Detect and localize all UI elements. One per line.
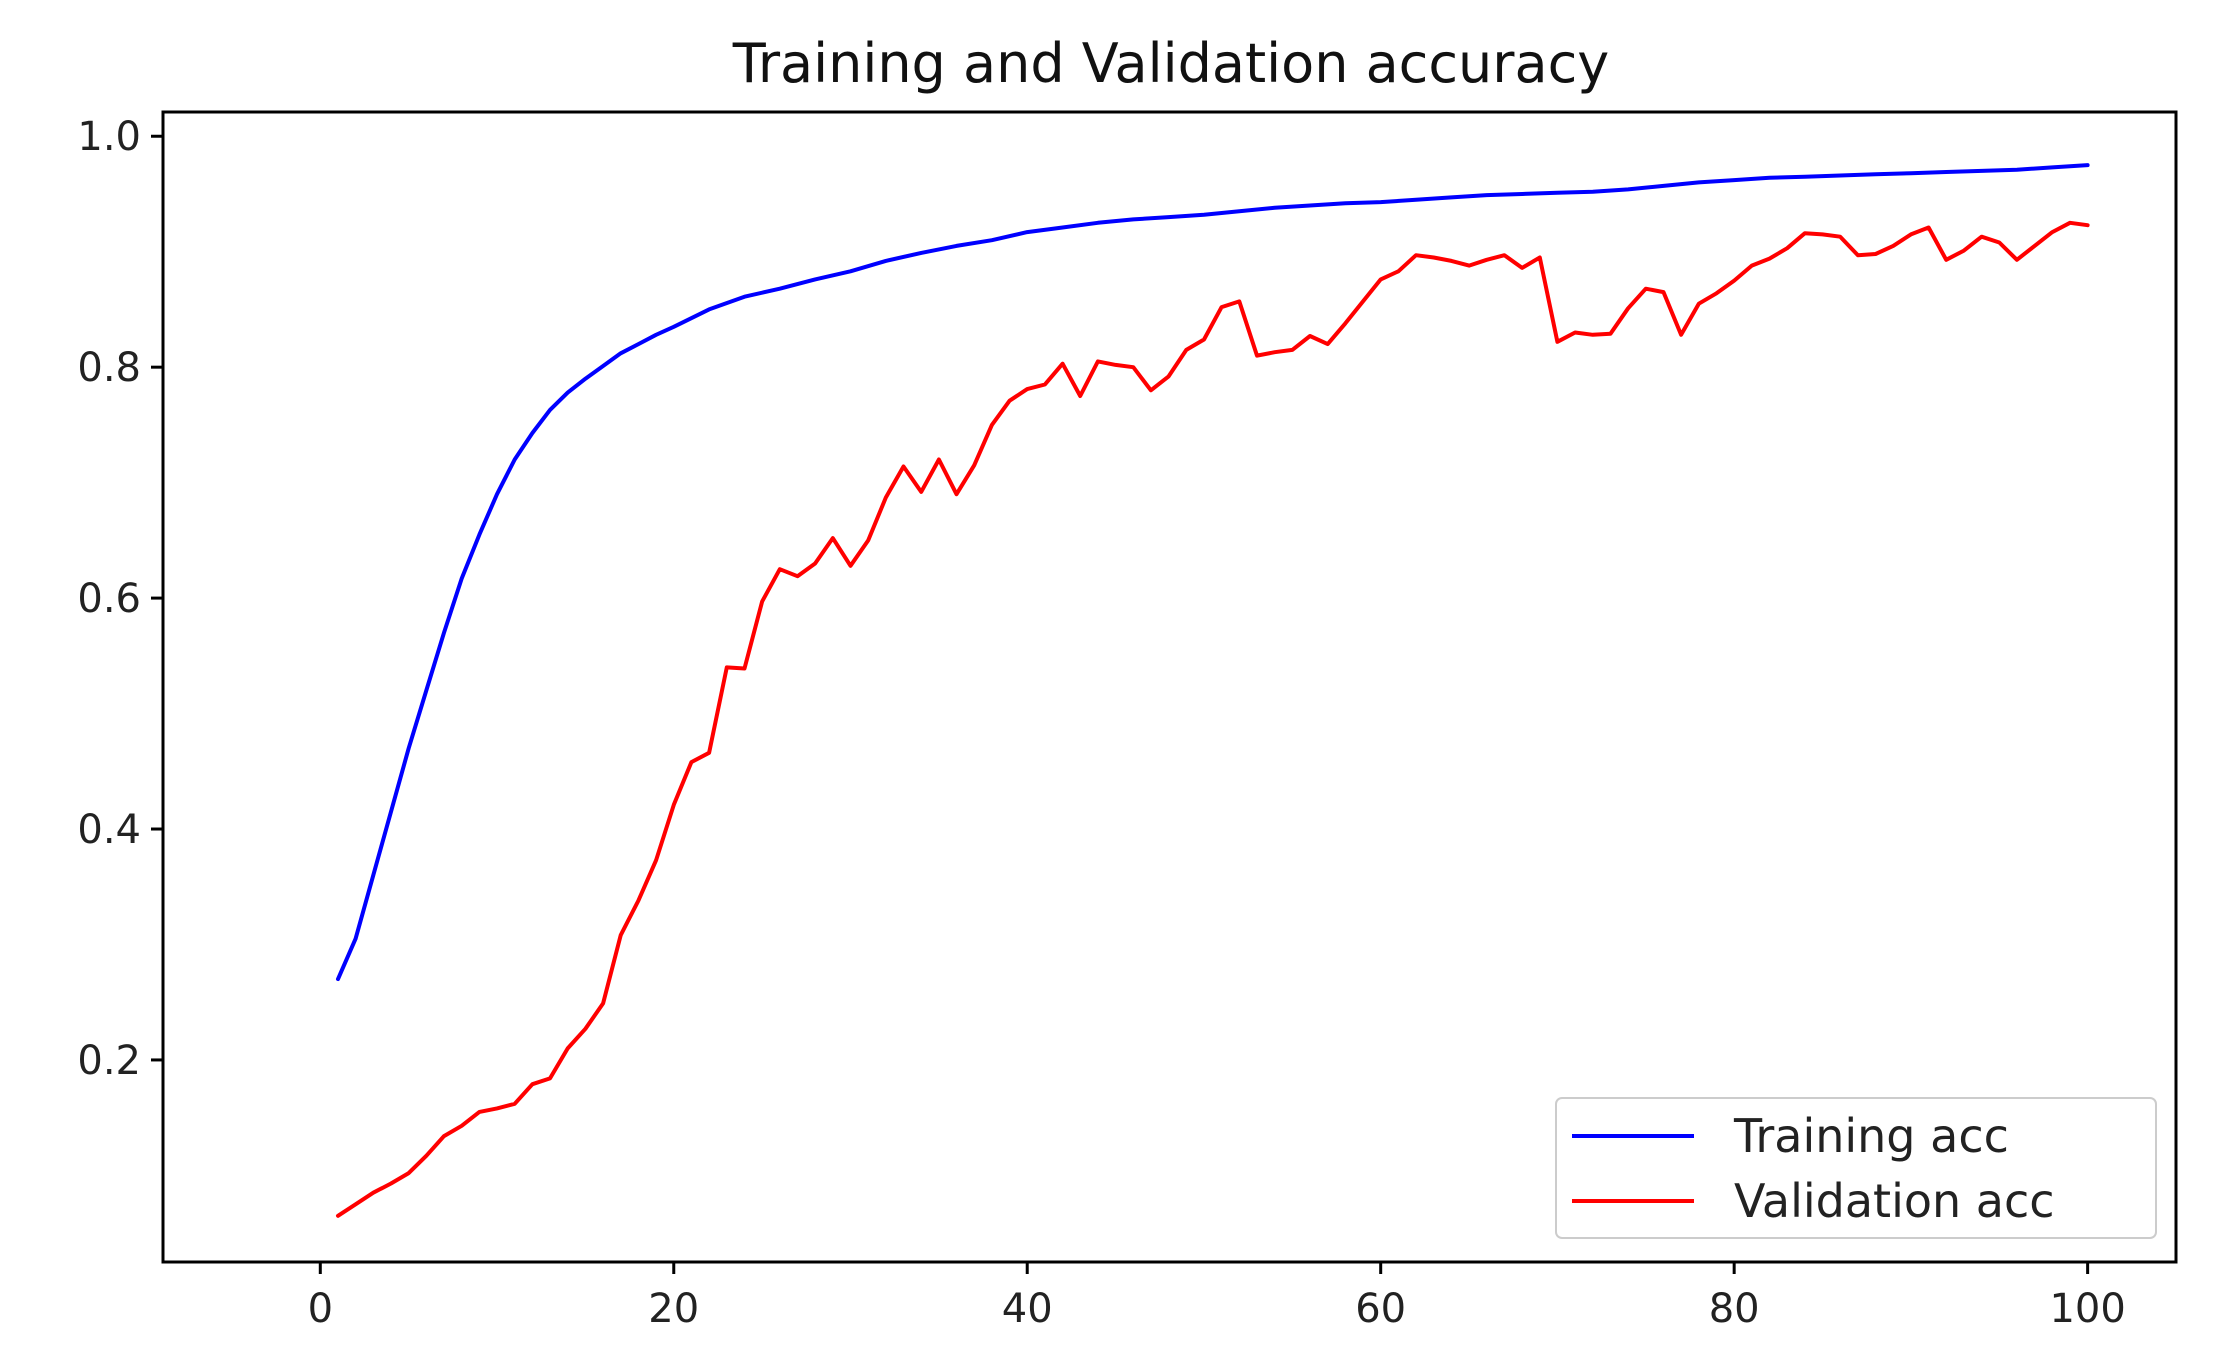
x-tick-label: 0 bbox=[308, 1286, 333, 1332]
y-tick-label: 0.8 bbox=[77, 345, 141, 391]
plot-area-frame bbox=[161, 110, 2178, 1264]
legend-label-training: Training acc bbox=[1733, 1109, 2009, 1163]
x-tick-label: 80 bbox=[1709, 1286, 1760, 1332]
y-tick-label: 1.0 bbox=[77, 114, 141, 160]
x-axis: 0 20 40 60 80 100 bbox=[308, 1262, 2126, 1332]
chart-title: Training and Validation accuracy bbox=[732, 32, 1609, 95]
y-tick-label: 0.6 bbox=[77, 576, 141, 622]
series-line-validation bbox=[336, 220, 2090, 1218]
y-tick-label: 0.4 bbox=[77, 807, 141, 853]
series-layer bbox=[336, 163, 2090, 1218]
x-tick-label: 40 bbox=[1002, 1286, 1053, 1332]
x-tick-label: 20 bbox=[648, 1286, 699, 1332]
legend-box bbox=[1555, 1097, 2157, 1239]
x-tick-label: 60 bbox=[1355, 1286, 1406, 1332]
legend-label-validation: Validation acc bbox=[1734, 1174, 2055, 1228]
x-tick-label: 100 bbox=[2049, 1286, 2125, 1332]
y-axis: 0.2 0.4 0.6 0.8 1.0 bbox=[77, 114, 163, 1084]
legend: Training acc Validation acc bbox=[1555, 1097, 2157, 1239]
series-line-training bbox=[336, 163, 2090, 982]
y-tick-label: 0.2 bbox=[77, 1038, 141, 1084]
